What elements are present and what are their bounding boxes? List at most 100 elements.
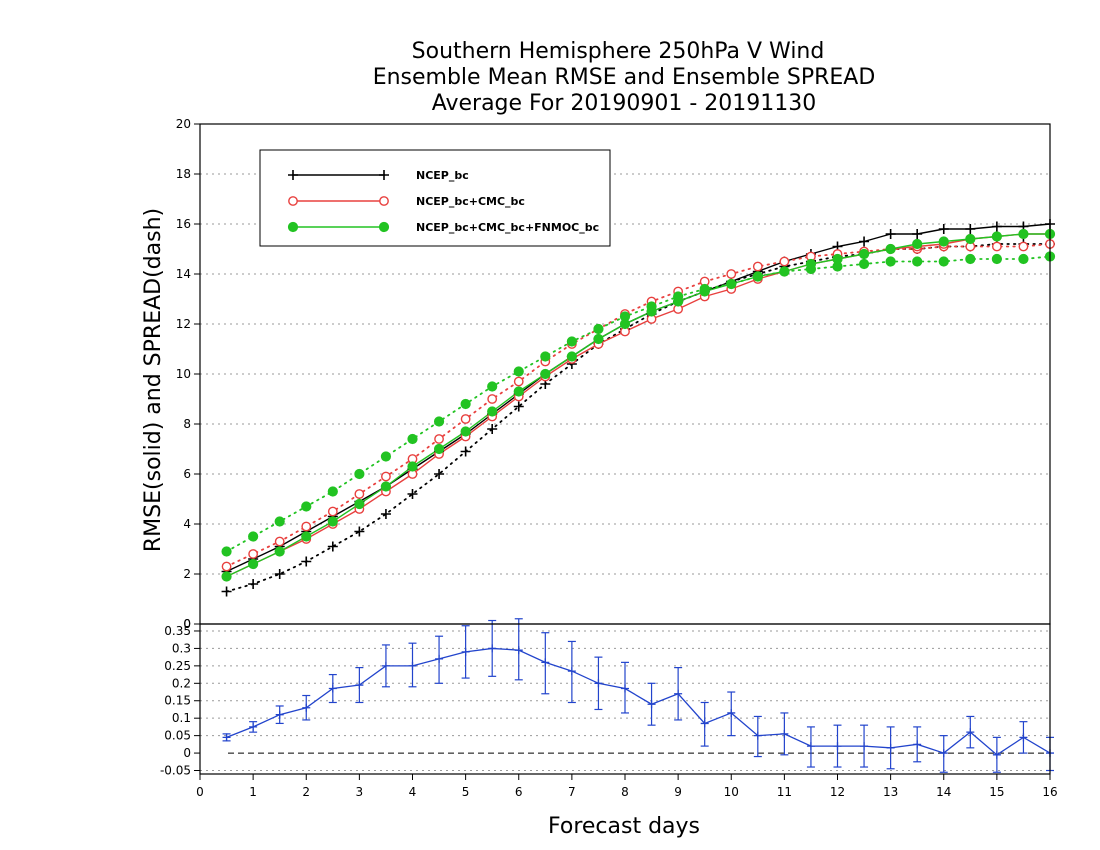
series-2-spread-point: [540, 351, 551, 362]
series-1-spread-point: [752, 261, 763, 272]
series-2-spread-point: [938, 256, 949, 267]
difference-point: [222, 733, 231, 742]
difference-point: [780, 729, 789, 738]
legend-label-1: NCEP_bc+CMC_bc: [416, 195, 525, 208]
bottom-y-tick-label: 0.25: [164, 659, 191, 673]
series-2-rmse-point: [779, 266, 790, 277]
series-2-spread-point: [912, 256, 923, 267]
series-2-spread-point: [380, 451, 392, 462]
x-tick-label: 5: [462, 785, 470, 799]
series-2-spread-point: [248, 531, 259, 542]
series-2-spread-point: [433, 416, 445, 427]
series-2-spread-point: [593, 323, 604, 335]
series-2-rmse-point: [752, 271, 763, 282]
series-0-spread-point: [407, 489, 418, 499]
series-0-rmse-point: [859, 236, 870, 247]
difference-line: [226, 647, 1051, 756]
series-2-rmse-point: [566, 351, 577, 362]
series-2-rmse-point: [1018, 228, 1029, 240]
bottom-panel-grid: [200, 630, 1050, 772]
bottom-y-tick-label: 0.3: [172, 641, 191, 655]
difference-point: [860, 742, 869, 751]
series-1-spread-point: [248, 549, 259, 559]
series-1-spread-point: [779, 256, 790, 267]
x-axis-label: Forecast days: [548, 814, 700, 839]
series-0-spread-line: [225, 243, 1051, 593]
series-2-spread-point: [301, 501, 312, 512]
x-tick-label: 4: [409, 785, 417, 799]
series-0-spread-point: [327, 541, 338, 552]
series-2-rmse-point: [593, 333, 604, 345]
x-tick-label: 9: [674, 785, 682, 799]
series-2-spread-point: [274, 516, 285, 527]
title-line-2: Ensemble Mean RMSE and Ensemble SPREAD: [373, 65, 876, 90]
series-2-rmse-point: [726, 278, 737, 290]
x-tick-label: 1: [249, 785, 257, 799]
series-2-rmse-point: [832, 253, 843, 265]
difference-point: [833, 742, 842, 751]
top-y-tick-label: 8: [183, 417, 191, 431]
series-2-spread-point: [1018, 253, 1029, 265]
difference-point: [674, 689, 683, 698]
x-tick-label: 12: [830, 785, 845, 799]
series-2-rmse-point: [673, 296, 684, 307]
difference-point: [700, 719, 709, 728]
top-y-tick-label: 16: [176, 217, 191, 231]
y-axis-label: RMSE(solid) and SPREAD(dash): [141, 208, 166, 552]
difference-point: [1019, 733, 1028, 742]
series-2-rmse-point: [991, 231, 1002, 242]
top-panel-grid: [200, 173, 1050, 575]
series-1-spread-point: [221, 561, 232, 572]
x-tick-label: 13: [883, 785, 898, 799]
series-0-rmse-point: [991, 221, 1002, 232]
series-2-spread-point: [965, 253, 976, 265]
series-1-spread-point: [301, 521, 312, 532]
series-2-rmse-point: [221, 571, 232, 582]
series-0-spread-point: [487, 424, 498, 434]
series-0-rmse-point: [965, 224, 976, 234]
series-2-rmse-point: [912, 238, 923, 250]
title-line-1: Southern Hemisphere 250hPa V Wind: [412, 39, 825, 64]
series-1-spread-point: [327, 506, 338, 517]
series-2-rmse-point: [274, 546, 285, 557]
x-tick-label: 2: [302, 785, 310, 799]
top-y-tick-label: 14: [176, 267, 191, 281]
legend-label-2: NCEP_bc+CMC_bc+FNMOC_bc: [416, 221, 599, 234]
series-2-rmse-point: [380, 481, 392, 492]
series-0-spread-point: [460, 446, 471, 457]
series-1-spread-point: [381, 471, 391, 482]
series-2-rmse-point: [619, 318, 631, 330]
series-0-spread-point: [354, 526, 365, 537]
difference-point: [381, 661, 390, 670]
series-1-spread-point: [460, 414, 471, 424]
series-2-rmse-point: [513, 386, 524, 397]
series-2-spread-point: [460, 398, 471, 410]
series-0-spread-point: [434, 469, 445, 479]
top-y-tick-label: 4: [183, 517, 191, 531]
x-tick-label: 7: [568, 785, 576, 799]
bottom-y-tick-label: 0.15: [164, 694, 191, 708]
series-2-spread-point: [991, 253, 1002, 265]
series-2-spread-point: [858, 258, 870, 270]
top-y-tick-label: 2: [183, 567, 191, 581]
series-1-spread-point: [354, 489, 365, 499]
bottom-y-tick-label: -0.05: [160, 764, 191, 778]
title-line-3: Average For 20190901 - 20191130: [432, 91, 817, 116]
top-y-tick-label: 12: [176, 317, 191, 331]
series-2-spread-point: [885, 256, 896, 267]
series-0-spread-point: [221, 586, 232, 597]
difference-point: [594, 679, 603, 688]
series-2-rmse-point: [965, 233, 976, 245]
difference-point: [541, 658, 550, 667]
series-1-spread-point: [487, 394, 498, 404]
series-2-rmse-line: [226, 233, 1050, 578]
series-0-spread-point: [513, 401, 524, 412]
difference-point: [435, 654, 444, 663]
series-2-spread-point: [407, 433, 418, 445]
legend: NCEP_bc NCEP_bc+CMC_bc NCEP_bc+CMC_bc+FNMO…: [259, 149, 611, 247]
series-0-rmse-point: [938, 224, 949, 234]
difference-point: [939, 749, 948, 758]
series-2-spread-point: [221, 546, 232, 557]
difference-point: [249, 722, 258, 731]
difference-point: [302, 703, 311, 712]
